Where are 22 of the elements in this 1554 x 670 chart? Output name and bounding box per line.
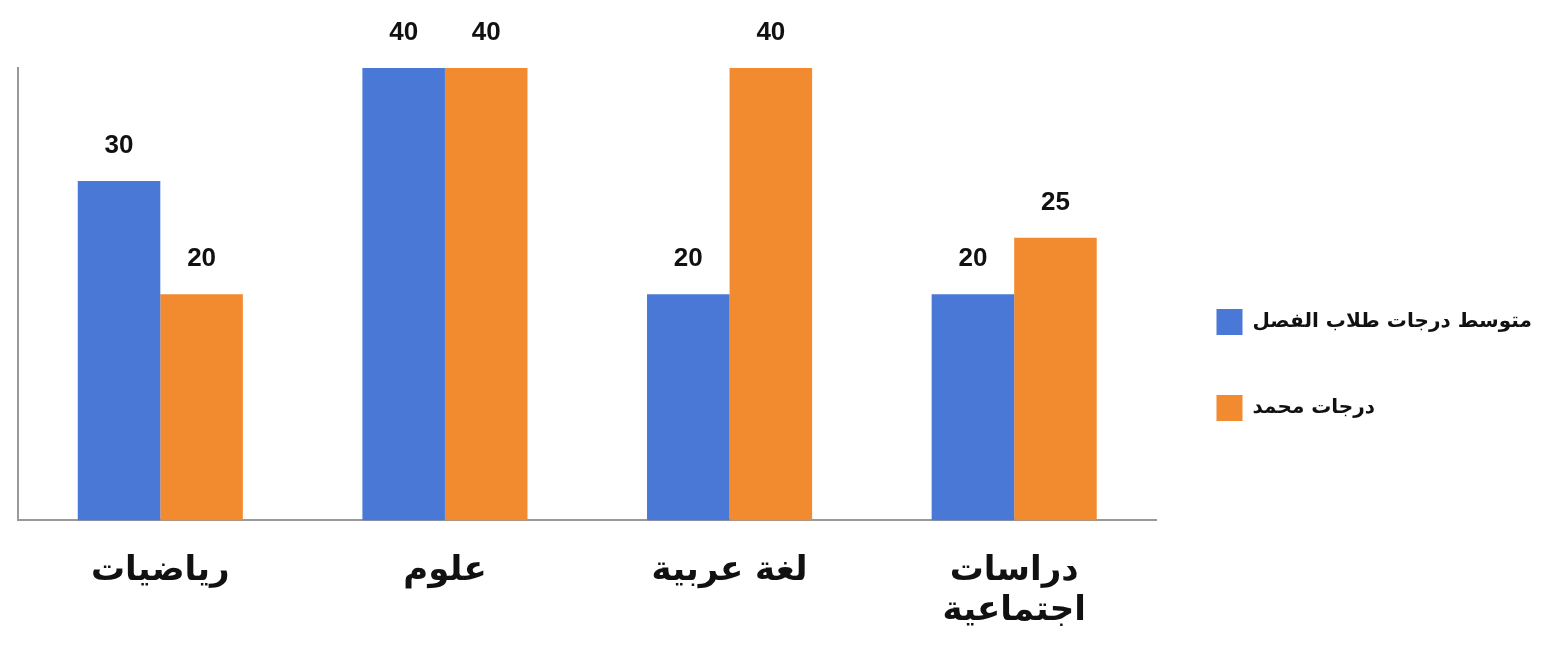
x-tick-label: لغة عربية	[651, 547, 808, 589]
bar	[444, 68, 528, 521]
data-label: 20	[958, 242, 988, 273]
data-label: 25	[1041, 185, 1070, 216]
data-label: 40	[471, 16, 501, 47]
bar	[729, 68, 813, 521]
data-label: 40	[756, 16, 786, 47]
x-tick-label: علوم	[403, 547, 487, 589]
data-label: 20	[187, 242, 217, 273]
bar	[647, 294, 730, 521]
x-tick-label: دراسات اجتماعية	[942, 547, 1086, 629]
data-label: 40	[389, 16, 419, 47]
legend-label: درجات محمد	[1252, 394, 1376, 419]
bar	[160, 294, 243, 521]
data-label: 20	[673, 242, 703, 273]
data-label: 30	[104, 129, 134, 160]
bar	[77, 181, 161, 521]
bar	[1014, 237, 1097, 521]
bar	[931, 294, 1015, 521]
x-tick-label: رياضيات	[90, 547, 230, 588]
legend-label: متوسط درجات طلاب الفصل	[1252, 308, 1532, 333]
bar	[362, 68, 445, 521]
